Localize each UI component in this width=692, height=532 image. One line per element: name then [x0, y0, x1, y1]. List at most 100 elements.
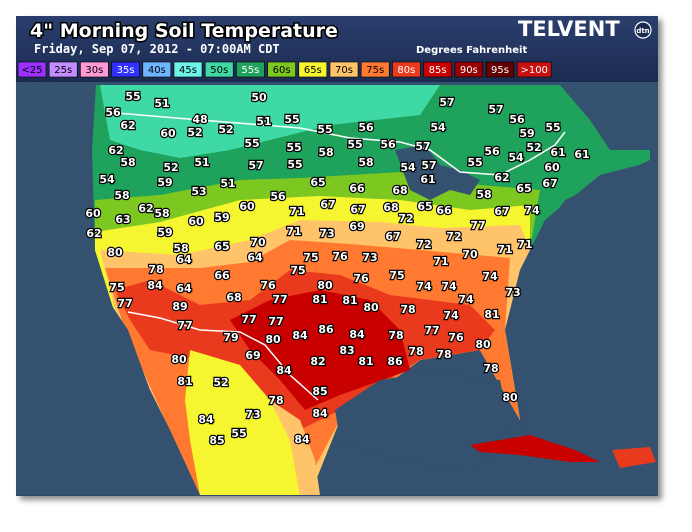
station-value: 66	[349, 182, 365, 195]
station-value: 64	[247, 251, 263, 264]
logo: TELVENT	[518, 17, 620, 41]
station-value: 55	[545, 121, 560, 134]
legend-swatch	[485, 61, 515, 78]
station-value: 86	[318, 323, 334, 336]
station-value: 59	[157, 176, 172, 189]
station-value: 68	[392, 184, 407, 197]
legend-swatch	[423, 61, 452, 78]
station-value: 68	[226, 291, 241, 304]
legend-swatch	[392, 61, 421, 78]
station-value: 77	[272, 293, 287, 306]
station-value: 56	[380, 138, 396, 151]
station-value: 75	[290, 264, 305, 277]
legend-label: 60s	[273, 65, 291, 76]
station-value: 77	[268, 315, 283, 328]
legend-swatch	[236, 61, 265, 78]
station-value: 74	[441, 280, 457, 293]
station-value: 78	[400, 303, 415, 316]
station-value: 71	[286, 225, 301, 238]
subtitle: Friday, Sep 07, 2012 - 07:00AM CDT	[34, 42, 280, 56]
station-value: 78	[483, 362, 498, 375]
station-value: 61	[574, 148, 589, 161]
station-value: 79	[223, 331, 238, 344]
station-value: 57	[488, 103, 503, 116]
band-mexico-70s	[270, 400, 320, 495]
station-value: 78	[268, 394, 283, 407]
station-value: 77	[241, 313, 256, 326]
station-value: 81	[342, 294, 357, 307]
station-value: 80	[475, 338, 491, 351]
canada-border	[104, 111, 566, 176]
legend-label: 40s	[148, 65, 166, 76]
station-value: 56	[484, 145, 500, 158]
station-value: 85	[312, 385, 327, 398]
station-value: 52	[218, 123, 233, 136]
cuba	[470, 435, 600, 462]
station-value: 80	[317, 279, 333, 292]
station-value: 62	[120, 119, 135, 132]
station-value: 58	[114, 189, 129, 202]
legend-swatch	[173, 61, 203, 78]
station-value: 56	[270, 190, 286, 203]
station-value: 55	[467, 156, 482, 169]
legend-label: 50s	[210, 65, 228, 76]
station-value: 62	[138, 202, 153, 215]
station-value: 53	[191, 185, 206, 198]
legend-label: 80s	[397, 65, 415, 76]
legend-label: >100	[520, 65, 547, 76]
station-value: 58	[120, 156, 135, 169]
station-value: 54	[508, 151, 524, 164]
station-value: 60	[188, 215, 204, 228]
station-value: 84	[294, 433, 310, 446]
station-value: 54	[99, 173, 115, 186]
legend-swatch	[111, 61, 140, 78]
station-value: 62	[86, 227, 101, 240]
station-value: 65	[417, 200, 432, 213]
station-value: 57	[415, 140, 430, 153]
legend-swatch	[298, 61, 328, 78]
station-value: 51	[154, 97, 169, 110]
station-value: 52	[163, 161, 178, 174]
legend-label: 90s	[460, 65, 478, 76]
station-value: 64	[176, 253, 192, 266]
station-value: 51	[256, 115, 271, 128]
legend-swatch	[142, 61, 172, 78]
legend-label: 75s	[366, 65, 384, 76]
station-value: 65	[310, 176, 325, 189]
station-value: 67	[542, 177, 557, 190]
station-value: 80	[502, 391, 518, 404]
station-value: 60	[239, 200, 255, 213]
mexico-border	[127, 311, 319, 401]
station-value: 70	[462, 248, 478, 261]
logo-badge-circle	[634, 21, 652, 39]
station-value: 74	[458, 293, 474, 306]
band-mexico-65s	[185, 350, 300, 495]
legend-label: 45s	[179, 65, 197, 76]
legend-swatch	[360, 61, 390, 78]
station-value: 55	[284, 113, 299, 126]
station-value: 84	[349, 328, 365, 341]
station-value: 60	[544, 161, 560, 174]
pacific-ocean	[16, 82, 200, 495]
legend-swatch	[17, 61, 47, 78]
station-value: 58	[173, 242, 188, 255]
station-value: 81	[312, 293, 327, 306]
station-value: 64	[176, 282, 192, 295]
station-value: 72	[398, 212, 413, 225]
legend-swatch	[329, 61, 359, 78]
station-value: 69	[245, 349, 260, 362]
station-value: 55	[317, 123, 332, 136]
station-value: 57	[248, 159, 263, 172]
band-85s	[230, 290, 410, 410]
station-value: 59	[519, 127, 534, 140]
legend-label: 30s	[85, 65, 103, 76]
station-value: 74	[416, 280, 432, 293]
station-value: 75	[109, 281, 124, 294]
station-value: 55	[286, 141, 301, 154]
station-value: 55	[287, 158, 302, 171]
station-value: 84	[276, 364, 292, 377]
station-value: 82	[310, 355, 325, 368]
legend-swatch	[204, 61, 234, 78]
station-value: 75	[303, 251, 318, 264]
title: 4" Morning Soil Temperature	[30, 20, 338, 42]
